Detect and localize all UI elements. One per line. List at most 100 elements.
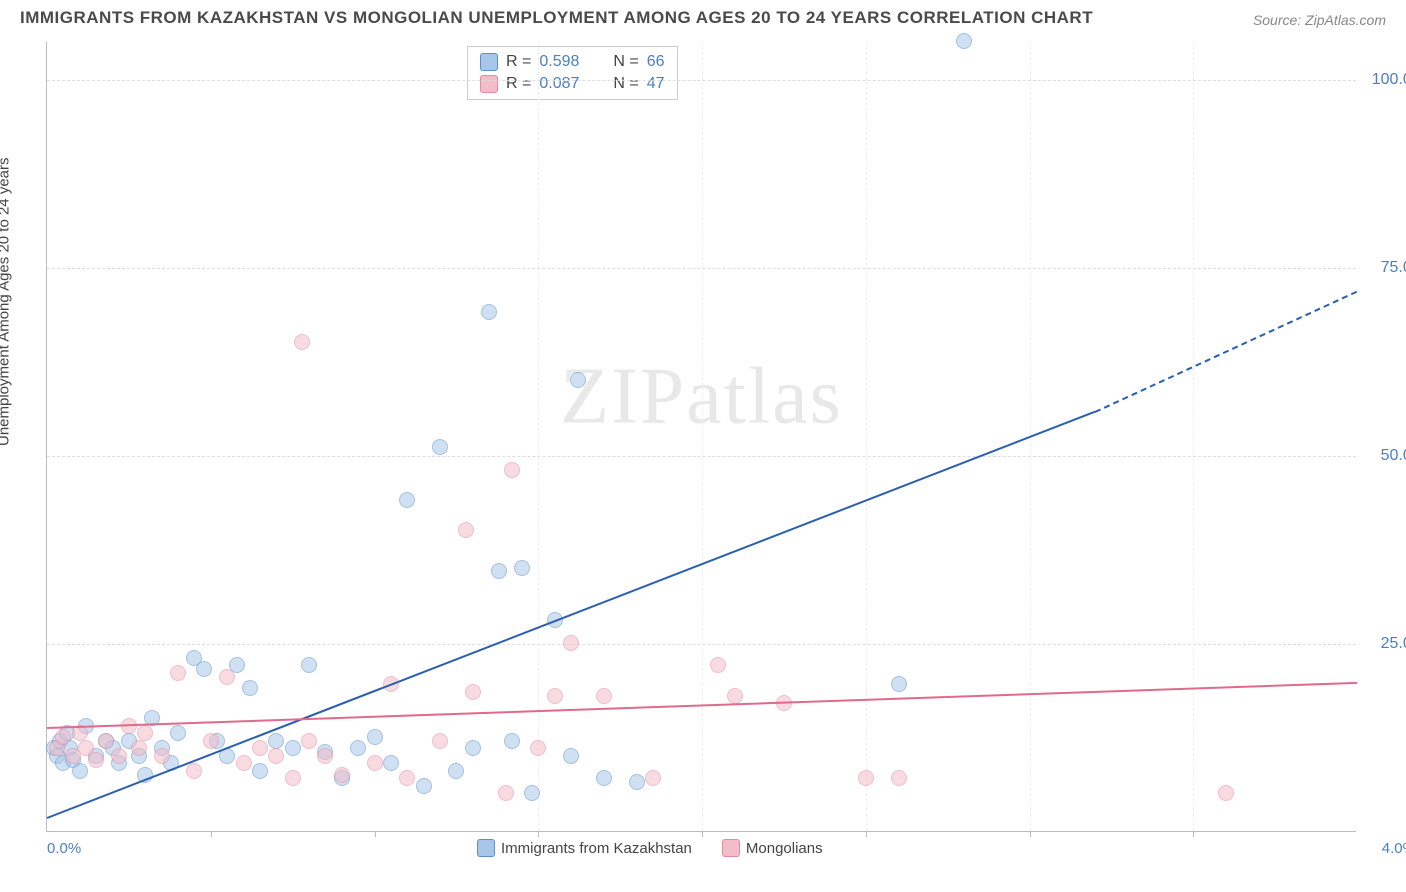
scatter-point bbox=[1218, 785, 1234, 801]
x-tick-mark bbox=[211, 831, 212, 837]
y-tick-label: 100.0% bbox=[1372, 71, 1406, 89]
x-tick-mark bbox=[538, 831, 539, 837]
scatter-point bbox=[350, 740, 366, 756]
y-tick-label: 50.0% bbox=[1381, 447, 1406, 465]
scatter-point bbox=[956, 33, 972, 49]
r-label: R = bbox=[506, 75, 531, 93]
scatter-point bbox=[72, 763, 88, 779]
scatter-point bbox=[301, 657, 317, 673]
x-tick-min: 0.0% bbox=[47, 840, 81, 857]
legend-swatch bbox=[480, 53, 498, 71]
x-tick-max: 4.0% bbox=[1382, 840, 1406, 857]
scatter-point bbox=[399, 492, 415, 508]
scatter-point bbox=[203, 733, 219, 749]
scatter-point bbox=[55, 729, 71, 745]
n-label: N = bbox=[613, 53, 638, 71]
scatter-point bbox=[242, 680, 258, 696]
y-tick-label: 25.0% bbox=[1381, 635, 1406, 653]
scatter-point bbox=[629, 774, 645, 790]
scatter-point bbox=[498, 785, 514, 801]
scatter-point bbox=[563, 635, 579, 651]
legend-item: Mongolians bbox=[722, 839, 823, 857]
scatter-point bbox=[285, 770, 301, 786]
scatter-point bbox=[399, 770, 415, 786]
scatter-point bbox=[547, 688, 563, 704]
scatter-point bbox=[491, 563, 507, 579]
legend-swatch bbox=[477, 839, 495, 857]
scatter-point bbox=[891, 770, 907, 786]
scatter-point bbox=[294, 334, 310, 350]
scatter-point bbox=[367, 729, 383, 745]
n-label: N = bbox=[613, 75, 638, 93]
scatter-point bbox=[236, 755, 252, 771]
bottom-legend: Immigrants from Kazakhstan Mongolians bbox=[477, 839, 823, 857]
scatter-point bbox=[448, 763, 464, 779]
gridline-v bbox=[866, 42, 867, 831]
scatter-point bbox=[504, 733, 520, 749]
scatter-point bbox=[170, 665, 186, 681]
scatter-point bbox=[196, 661, 212, 677]
stats-row: R = 0.087 N = 47 bbox=[480, 73, 665, 95]
legend-swatch bbox=[480, 75, 498, 93]
n-value: 66 bbox=[647, 53, 665, 71]
scatter-point bbox=[285, 740, 301, 756]
x-tick-mark bbox=[702, 831, 703, 837]
x-tick-mark bbox=[1030, 831, 1031, 837]
scatter-point bbox=[170, 725, 186, 741]
scatter-point bbox=[268, 748, 284, 764]
x-tick-mark bbox=[1193, 831, 1194, 837]
y-tick-label: 75.0% bbox=[1381, 259, 1406, 277]
r-value: 0.087 bbox=[539, 75, 579, 93]
scatter-point bbox=[458, 522, 474, 538]
scatter-point bbox=[645, 770, 661, 786]
scatter-point bbox=[367, 755, 383, 771]
legend-swatch bbox=[722, 839, 740, 857]
scatter-point bbox=[596, 770, 612, 786]
scatter-point bbox=[563, 748, 579, 764]
legend-label: Mongolians bbox=[746, 840, 823, 857]
scatter-point bbox=[891, 676, 907, 692]
scatter-point bbox=[465, 684, 481, 700]
scatter-point bbox=[268, 733, 284, 749]
trend-line-dashed bbox=[1095, 290, 1358, 412]
chart-container: IMMIGRANTS FROM KAZAKHSTAN VS MONGOLIAN … bbox=[0, 0, 1406, 892]
gridline-v bbox=[1193, 42, 1194, 831]
scatter-point bbox=[383, 755, 399, 771]
scatter-point bbox=[530, 740, 546, 756]
stats-row: R = 0.598 N = 66 bbox=[480, 51, 665, 73]
n-value: 47 bbox=[647, 75, 665, 93]
x-tick-mark bbox=[375, 831, 376, 837]
gridline-v bbox=[702, 42, 703, 831]
x-tick-mark bbox=[866, 831, 867, 837]
scatter-point bbox=[416, 778, 432, 794]
scatter-point bbox=[98, 733, 114, 749]
scatter-point bbox=[727, 688, 743, 704]
source-label: Source: ZipAtlas.com bbox=[1253, 12, 1386, 28]
plot-area: ZIPatlas R = 0.598N = 66R = 0.087N = 47 … bbox=[46, 42, 1356, 832]
scatter-point bbox=[432, 439, 448, 455]
scatter-point bbox=[432, 733, 448, 749]
scatter-point bbox=[504, 462, 520, 478]
scatter-point bbox=[88, 752, 104, 768]
legend-item: Immigrants from Kazakhstan bbox=[477, 839, 692, 857]
scatter-point bbox=[481, 304, 497, 320]
scatter-point bbox=[137, 725, 153, 741]
scatter-point bbox=[317, 748, 333, 764]
scatter-point bbox=[252, 763, 268, 779]
scatter-point bbox=[301, 733, 317, 749]
stats-box: R = 0.598 N = 66 R = 0.087 N = 47 bbox=[467, 46, 678, 100]
scatter-point bbox=[596, 688, 612, 704]
scatter-point bbox=[111, 748, 127, 764]
y-axis-label: Unemployment Among Ages 20 to 24 years bbox=[0, 157, 13, 446]
scatter-point bbox=[858, 770, 874, 786]
scatter-point bbox=[514, 560, 530, 576]
scatter-point bbox=[186, 763, 202, 779]
r-label: R = bbox=[506, 53, 531, 71]
scatter-point bbox=[334, 767, 350, 783]
scatter-point bbox=[131, 740, 147, 756]
gridline-v bbox=[538, 42, 539, 831]
scatter-point bbox=[219, 669, 235, 685]
scatter-point bbox=[252, 740, 268, 756]
r-value: 0.598 bbox=[539, 53, 579, 71]
scatter-point bbox=[524, 785, 540, 801]
